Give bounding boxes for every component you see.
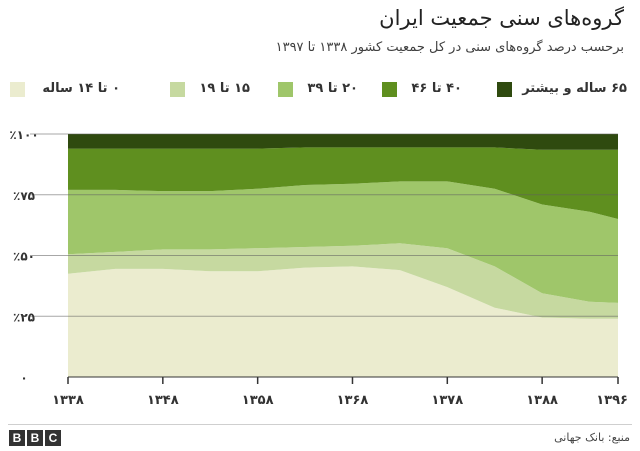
legend-swatch [10, 82, 25, 97]
legend-item-age-0-14: ۰ تا ۱۴ ساله [10, 80, 120, 100]
x-tick-label: ۱۳۷۸ [431, 393, 463, 408]
area-series-2 [68, 181, 618, 303]
bbc-logo-letter: B [27, 430, 43, 446]
chart-legend: ۰ تا ۱۴ ساله ۱۵ تا ۱۹ ۲۰ تا ۳۹ ۴۰ تا ۴۶ … [0, 80, 640, 102]
legend-swatch [170, 82, 185, 97]
y-tick-label: ٪۲۵ [13, 310, 35, 324]
x-tick-label: ۱۳۴۸ [147, 393, 179, 408]
area-series-1 [68, 243, 618, 319]
x-tick-label: ۱۳۶۸ [337, 393, 369, 408]
area-series-4 [68, 134, 618, 150]
chart-subtitle: برحسب درصد گروه‌های سنی در کل جمعیت کشور… [275, 40, 624, 55]
footer-divider [8, 424, 632, 425]
legend-label: ۱۵ تا ۱۹ [199, 81, 250, 96]
legend-swatch [497, 82, 512, 97]
area-series-0 [68, 266, 618, 377]
bbc-logo-letter: C [45, 430, 61, 446]
legend-item-age-65-plus: ۶۵ ساله و بیشتر [497, 80, 627, 100]
legend-label: ۴۰ تا ۴۶ [411, 81, 462, 96]
x-tick-label: ۱۳۸۸ [526, 393, 558, 408]
y-tick-label: ۰ [20, 371, 27, 385]
legend-swatch [382, 82, 397, 97]
legend-label: ۲۰ تا ۳۹ [307, 81, 358, 96]
y-tick-label: ٪۱۰۰ [9, 128, 38, 142]
x-tick-label: ۱۳۳۸ [52, 393, 84, 408]
y-tick-label: ٪۵۰ [13, 250, 35, 264]
legend-label: ۰ تا ۱۴ ساله [42, 81, 120, 96]
legend-item-age-40-46: ۴۰ تا ۴۶ [382, 80, 462, 100]
chart-title: گروه‌های سنی جمعیت ایران [379, 6, 624, 30]
area-series-3 [68, 147, 618, 219]
legend-item-age-15-19: ۱۵ تا ۱۹ [170, 80, 250, 100]
legend-swatch [278, 82, 293, 97]
source-note: منبع: بانک جهانی [554, 431, 630, 444]
legend-item-age-20-39: ۲۰ تا ۳۹ [278, 80, 358, 100]
bbc-logo: B B C [9, 430, 61, 446]
bbc-logo-letter: B [9, 430, 25, 446]
y-tick-label: ٪۷۵ [13, 189, 35, 203]
x-tick-label: ۱۳۹۶ [596, 393, 628, 408]
legend-label: ۶۵ ساله و بیشتر [522, 81, 627, 96]
x-tick-label: ۱۳۵۸ [242, 393, 274, 408]
